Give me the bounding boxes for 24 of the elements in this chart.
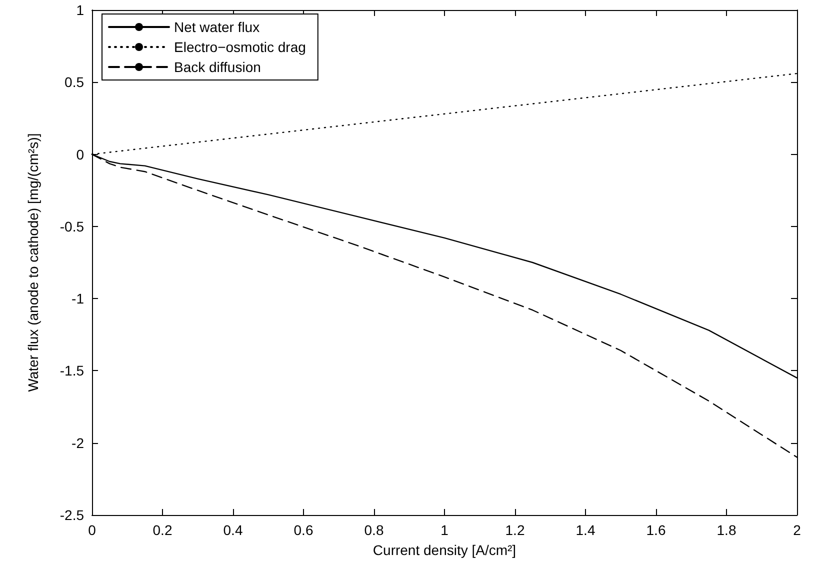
y-axis-title: Water flux (anode to cathode) [mg/(cm²s)] (25, 133, 41, 392)
x-tick-label: 1 (440, 522, 449, 538)
y-tick-label: -2.5 (60, 507, 84, 523)
y-tick-label: 0.5 (64, 74, 84, 90)
x-tick-label: 0.6 (294, 522, 314, 538)
x-tick-label: 1.6 (646, 522, 666, 538)
x-tick-label: 0.2 (152, 522, 172, 538)
x-tick-label: 1.2 (505, 522, 525, 538)
legend-label: Electro−osmotic drag (174, 39, 306, 55)
x-tick-label: 0 (88, 522, 96, 538)
x-tick-label: 2 (793, 522, 802, 538)
y-tick-label: -1.5 (60, 362, 84, 379)
y-tick-label: 0 (76, 146, 84, 162)
legend-label: Net water flux (174, 19, 260, 35)
x-axis-title: Current density [A/cm²] (372, 542, 516, 558)
y-tick-label: -2 (72, 434, 84, 451)
x-tick-label: 0.8 (364, 522, 384, 538)
legend-label: Back diffusion (174, 59, 261, 75)
x-tick-label: 0.4 (223, 522, 243, 538)
y-tick-label: -0.5 (60, 218, 84, 234)
x-tick-label: 1.8 (716, 522, 736, 538)
y-tick-label: -1 (72, 290, 84, 307)
x-tick-label: 1.4 (576, 522, 596, 538)
y-tick-label: 1 (76, 2, 84, 18)
